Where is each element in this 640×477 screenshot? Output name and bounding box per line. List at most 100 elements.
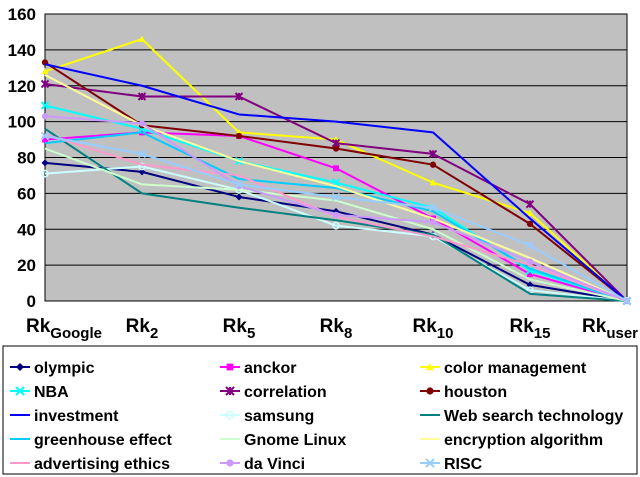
data-point-marker (41, 67, 49, 75)
series-group (44, 131, 628, 302)
data-point-marker (40, 79, 50, 89)
data-point-marker (235, 132, 243, 140)
data-point-marker (525, 199, 535, 209)
y-tick-label: 60 (17, 184, 36, 203)
data-point-marker (16, 363, 24, 371)
series-line (44, 127, 628, 302)
data-point-marker (332, 145, 340, 152)
y-tick-label: 100 (8, 113, 36, 132)
legend-item: RISC (420, 456, 483, 473)
legend-item: houston (420, 384, 507, 401)
y-tick-label: 40 (17, 220, 36, 239)
legend-item: da Vinci (220, 456, 305, 473)
legend-item: anckor (220, 360, 296, 377)
legend-label: houston (444, 384, 507, 401)
legend-item: color management (420, 360, 587, 377)
y-tick-label: 80 (17, 149, 36, 168)
data-point-marker (15, 386, 25, 396)
x-axis-ticks: RkGoogle Rk2 Rk5 Rk8 Rk10 Rk15 Rkuser (26, 316, 638, 342)
x-tick-label: RkGoogle (26, 316, 102, 342)
series-group (44, 63, 628, 302)
legend-label: anckor (244, 360, 296, 377)
data-point-marker (331, 192, 341, 202)
data-point-marker (226, 459, 234, 467)
legend-label: greenhouse effect (34, 432, 172, 449)
data-point-marker (40, 101, 50, 110)
legend-item: samsung (220, 408, 314, 425)
series-lines (40, 35, 632, 306)
legend-item: correlation (220, 384, 327, 401)
data-point-marker (525, 241, 535, 250)
y-tick-label: 0 (27, 292, 36, 311)
series-line (44, 63, 628, 302)
legend-label: samsung (244, 408, 314, 425)
data-point-marker (429, 179, 437, 186)
data-point-marker (42, 136, 48, 143)
legend-label: da Vinci (244, 456, 305, 473)
data-point-marker (526, 258, 534, 265)
series-line (44, 147, 628, 302)
data-point-marker (426, 363, 434, 371)
y-tick-label: 120 (8, 77, 36, 96)
y-tick-label: 140 (8, 41, 36, 60)
legend-label: color management (444, 360, 587, 377)
data-point-marker (622, 296, 632, 306)
data-point-marker (332, 221, 340, 230)
x-tick-label: Rkuser (582, 316, 638, 342)
legend-box (2, 345, 638, 475)
data-point-marker (234, 180, 244, 189)
legend-item: Gnome Linux (220, 432, 346, 449)
data-point-marker (527, 271, 533, 278)
data-point-marker (138, 35, 146, 42)
legend-item: greenhouse effect (10, 432, 172, 449)
data-point-marker (137, 149, 147, 159)
data-point-marker (426, 387, 434, 395)
legend-label: correlation (244, 384, 327, 401)
data-point-marker (332, 211, 340, 219)
data-point-marker (138, 168, 146, 176)
series-group (44, 127, 628, 302)
legend-label: encryption algorithm (444, 432, 603, 449)
data-point-marker (425, 458, 435, 468)
data-point-marker (526, 220, 534, 228)
legend-label: Gnome Linux (244, 432, 346, 449)
data-point-marker (137, 92, 147, 101)
data-point-marker (225, 386, 235, 396)
legend: olympic anckor color management NBA correlat… (10, 360, 623, 473)
data-point-marker (428, 149, 438, 159)
data-point-marker (234, 92, 244, 101)
y-tick-label: 20 (17, 256, 36, 275)
data-point-marker (429, 161, 437, 168)
legend-item: investment (10, 408, 119, 425)
data-point-marker (138, 162, 146, 171)
data-point-marker (138, 120, 146, 127)
legend-label: RISC (444, 456, 483, 473)
data-point-marker (41, 169, 49, 178)
legend-label: olympic (34, 360, 95, 377)
legend-label: investment (34, 408, 119, 425)
x-tick-label: Rk8 (320, 316, 353, 342)
x-tick-label: Rk5 (223, 316, 256, 342)
data-point-marker (526, 209, 534, 216)
data-point-marker (226, 363, 234, 371)
data-point-marker (428, 203, 438, 212)
series-line (44, 165, 628, 302)
x-tick-label: Rk10 (413, 316, 454, 342)
legend-item: olympic (10, 360, 95, 377)
series-line (44, 131, 628, 302)
legend-label: advertising ethics (34, 456, 170, 473)
data-point-marker (41, 113, 49, 120)
legend-item: encryption algorithm (420, 432, 603, 449)
data-point-marker (235, 193, 243, 201)
data-point-marker (225, 410, 235, 420)
data-point-marker (40, 131, 50, 141)
legend-item: advertising ethics (10, 456, 170, 473)
legend-label: Web search technology (444, 408, 623, 425)
data-point-marker (41, 159, 49, 167)
legend-item: NBA (10, 384, 69, 401)
y-tick-label: 160 (8, 5, 36, 24)
y-axis-ticks: 0 20 40 60 80 100 120 140 160 (8, 5, 36, 311)
legend-item: Web search technology (420, 408, 623, 425)
data-point-marker (526, 281, 534, 289)
